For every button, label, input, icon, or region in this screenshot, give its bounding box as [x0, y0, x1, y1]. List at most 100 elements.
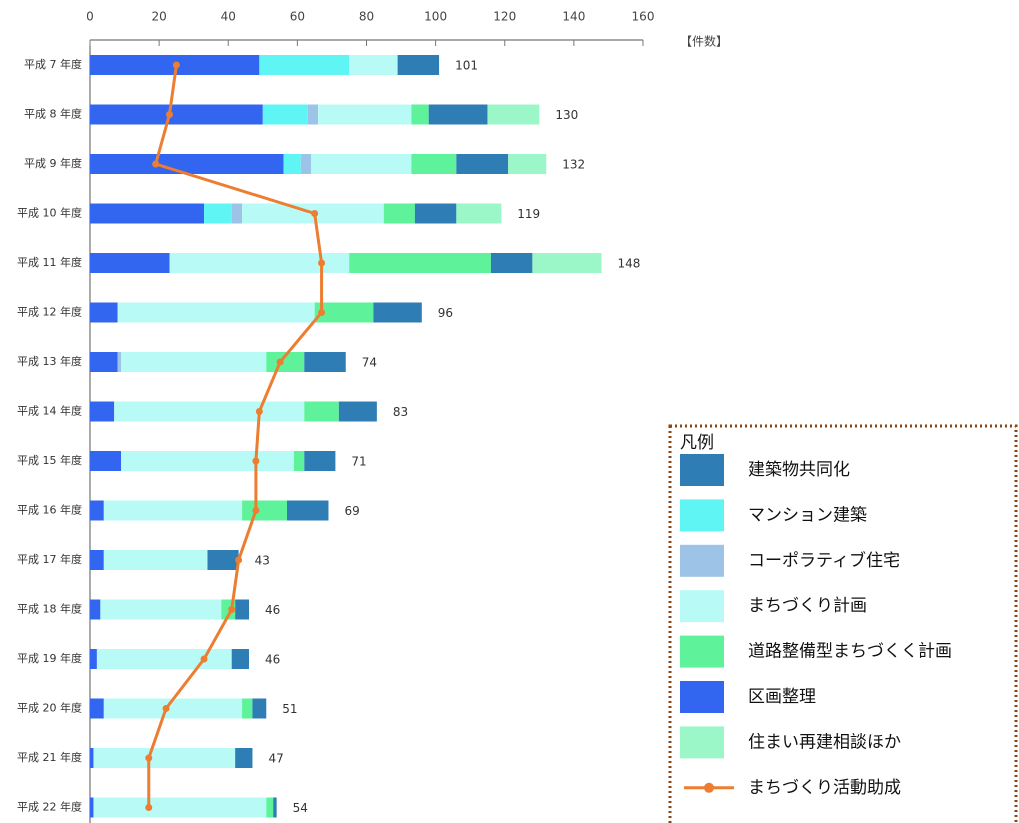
category-label: 平成 10 年度	[17, 206, 82, 220]
bar-segment	[90, 797, 94, 818]
bar-segment	[207, 550, 239, 570]
legend-label: コーポラティブ住宅	[748, 550, 900, 571]
category-label: 平成 19 年度	[17, 651, 82, 665]
total-label: 46	[265, 653, 280, 667]
line-point	[318, 309, 326, 316]
category-label: 平成 21 年度	[17, 750, 82, 764]
line-point	[165, 111, 173, 118]
x-tick-label: 20	[151, 10, 166, 24]
bar-segment	[373, 302, 422, 323]
bar-segment	[90, 104, 263, 125]
bar-segment	[231, 649, 249, 669]
bar-segment	[414, 203, 457, 224]
bar-segment	[311, 154, 412, 174]
line-point	[145, 754, 153, 762]
line-point	[200, 655, 208, 663]
category-label: 平成 8 年度	[24, 107, 82, 121]
bar-segment	[307, 104, 319, 125]
category-label: 平成 12 年度	[17, 305, 82, 319]
legend-swatch	[680, 454, 724, 486]
x-tick-label: 140	[562, 10, 585, 24]
x-tick-label: 80	[359, 10, 374, 24]
legend-label: 建築物共同化	[748, 460, 850, 480]
bar-segment	[90, 748, 94, 768]
bar-segment	[90, 401, 115, 422]
total-label: 148	[618, 257, 641, 271]
bar-segment	[273, 797, 277, 818]
bar-segment	[411, 104, 429, 125]
bar-segment	[456, 154, 509, 174]
total-label: 101	[455, 59, 478, 73]
bar-segment	[121, 352, 267, 372]
bar-segment	[90, 451, 122, 471]
total-label: 71	[351, 455, 366, 469]
category-label: 平成 17 年度	[17, 552, 82, 566]
bar-segment	[169, 253, 350, 273]
bar-segment	[508, 154, 547, 174]
bar-segment	[90, 352, 118, 372]
line-point	[318, 259, 326, 267]
x-tick-label: 100	[424, 10, 447, 24]
total-label: 43	[255, 554, 270, 568]
bar-segment	[235, 748, 253, 768]
x-tick-label: 0	[86, 10, 94, 24]
legend-label: まちづくり活動助成	[748, 778, 901, 798]
bar-segment	[242, 500, 288, 521]
category-label: 平成 22 年度	[17, 800, 82, 814]
total-label: 74	[362, 356, 377, 370]
category-label: 平成 16 年度	[17, 503, 82, 517]
line-point	[172, 61, 180, 69]
category-label: 平成 18 年度	[17, 602, 82, 616]
bar-segment	[266, 352, 305, 372]
line-point	[311, 210, 319, 217]
bar-segment	[490, 253, 533, 273]
total-label: 47	[268, 752, 283, 766]
legend-title: 凡例	[680, 433, 714, 453]
bar-segment	[231, 203, 243, 224]
line-point	[252, 457, 260, 465]
bar-segment	[242, 698, 253, 719]
bar-segment	[259, 55, 350, 75]
bar-segment	[304, 451, 336, 471]
legend-swatch	[680, 681, 724, 713]
bar-segment	[487, 104, 540, 125]
x-tick-label: 120	[493, 10, 516, 24]
x-axis-label: 【件数】	[680, 34, 728, 49]
bar-segment	[96, 649, 232, 669]
legend-swatch	[680, 544, 724, 577]
bar-segment	[90, 649, 97, 669]
total-label: 96	[438, 306, 453, 320]
bar-segment	[304, 401, 339, 422]
bar-segment	[103, 550, 208, 570]
bar-segment	[293, 451, 305, 471]
total-label: 130	[555, 108, 578, 122]
x-tick-label: 60	[290, 10, 305, 24]
bar-segment	[235, 599, 249, 620]
bar-segment	[532, 253, 602, 273]
bar-segment	[90, 500, 104, 521]
bar-segment	[121, 451, 294, 471]
bar-segment	[204, 203, 232, 224]
legend-marker	[704, 782, 714, 793]
bar-segment	[283, 154, 301, 174]
line-point	[252, 507, 260, 514]
category-label: 平成 20 年度	[17, 701, 82, 715]
bar-segment	[262, 104, 308, 125]
bar-segment	[428, 104, 488, 125]
bar-segment	[90, 203, 205, 224]
bar-segment	[90, 698, 104, 719]
line-point	[162, 705, 170, 712]
category-label: 平成 15 年度	[17, 453, 82, 467]
bar-segment	[117, 352, 122, 372]
bar-segment	[100, 599, 222, 620]
bar-segment	[349, 55, 398, 75]
line-point	[255, 408, 263, 415]
bar-segment	[90, 599, 101, 620]
bar-segment	[90, 253, 170, 273]
legend-label: まちづくり計画	[748, 596, 867, 616]
line-point	[276, 358, 284, 366]
bar-segment	[90, 154, 284, 174]
legend-swatch	[680, 635, 724, 668]
line-point	[145, 804, 153, 811]
